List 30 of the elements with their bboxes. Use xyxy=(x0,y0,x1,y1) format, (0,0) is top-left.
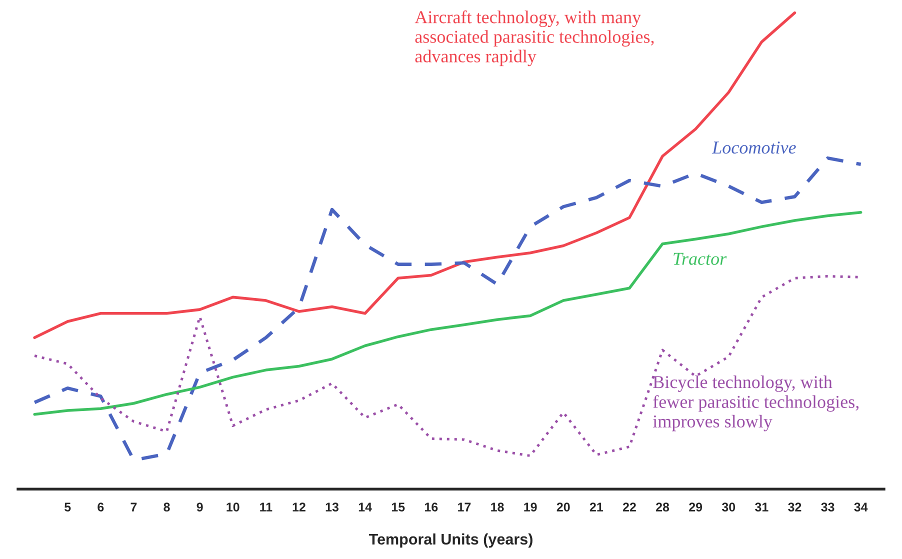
x-tick-label: 15 xyxy=(392,502,405,512)
x-tick-label: 18 xyxy=(491,502,504,512)
x-tick-label: 14 xyxy=(358,502,372,512)
x-tick-label: 9 xyxy=(196,502,203,512)
x-tick-label: 11 xyxy=(260,502,272,512)
x-tick-label: 16 xyxy=(425,502,438,512)
x-tick-label: 28 xyxy=(656,502,670,512)
series-label: Tractor xyxy=(674,252,727,265)
x-tick-label: 12 xyxy=(292,502,306,512)
x-tick-label: 6 xyxy=(98,502,104,512)
x-tick-label: 22 xyxy=(622,502,636,512)
x-tick-label: 10 xyxy=(226,502,240,512)
x-tick-label: 17 xyxy=(458,502,471,512)
x-tick-label: 19 xyxy=(524,502,537,512)
x-tick-label: 21 xyxy=(590,502,604,512)
series-label: Locomotive xyxy=(712,142,796,154)
x-tick-label: 33 xyxy=(821,502,834,512)
x-tick-label: 29 xyxy=(689,502,702,512)
x-tick-label: 8 xyxy=(164,502,170,512)
x-tick-label: 5 xyxy=(64,502,71,512)
x-tick-label: 31 xyxy=(755,502,768,512)
x-tick-label: 30 xyxy=(722,502,736,512)
x-tick-label: 20 xyxy=(556,502,570,512)
x-tick-label: 32 xyxy=(788,502,802,512)
x-tick-label: 13 xyxy=(326,502,339,512)
text: Aircraft technology, with many associated parasitic technologies, advances rapidly xyxy=(414,10,654,66)
x-axis-title: Temporal Units (years) xyxy=(368,533,532,548)
series-label: Bicycle technology, with fewer parasitic technologies, improves slowly xyxy=(652,375,859,432)
x-tick-label: 7 xyxy=(130,502,137,512)
x-tick-label: 34 xyxy=(854,502,868,512)
